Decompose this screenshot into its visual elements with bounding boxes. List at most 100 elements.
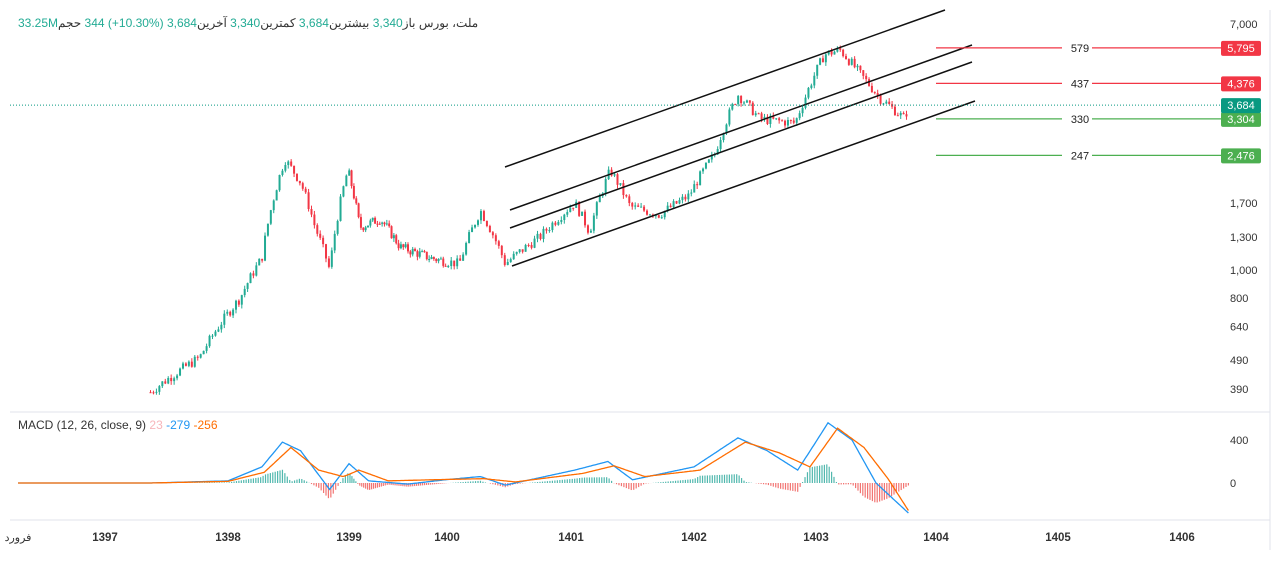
macd-hist-bar	[517, 483, 519, 484]
y-tick-label: 1,300	[1230, 232, 1258, 244]
macd-hist-bar	[689, 479, 691, 483]
channel-line[interactable]	[504, 9, 946, 168]
candle	[428, 255, 431, 263]
candle	[784, 119, 787, 128]
candle	[383, 221, 386, 227]
level-support[interactable]: 247	[936, 148, 1222, 163]
macd-hist-bar	[694, 478, 696, 483]
price-badge	[1221, 40, 1261, 56]
candle	[339, 194, 342, 222]
macd-hist-bar	[421, 483, 424, 486]
candle	[769, 113, 772, 128]
candle	[678, 197, 681, 205]
candle	[704, 162, 707, 170]
candle	[512, 251, 515, 260]
macd-hist-bar	[620, 483, 623, 487]
macd-hist-bar	[554, 480, 556, 483]
candle	[392, 232, 395, 242]
macd-hist-bar	[551, 480, 553, 483]
candle	[381, 221, 384, 227]
candle	[551, 221, 554, 233]
macd-y-tick: 0	[1230, 478, 1236, 490]
candle	[743, 100, 746, 106]
macd-hist-bar	[792, 483, 794, 491]
level-support[interactable]: 330	[936, 111, 1222, 126]
candle	[899, 111, 902, 119]
candle	[610, 167, 613, 177]
macd-hist-bar	[477, 480, 479, 483]
candle	[702, 167, 705, 174]
candle	[628, 194, 631, 207]
candle	[754, 110, 757, 117]
macd-hist-bar	[581, 477, 583, 483]
candle	[648, 213, 651, 216]
candle	[560, 216, 563, 225]
channel-drawing[interactable]	[504, 9, 976, 267]
macd-hist-bar	[293, 480, 296, 483]
macd-hist-bar	[898, 483, 900, 492]
macd-hist-bar	[770, 483, 772, 486]
candle	[675, 200, 678, 204]
candles	[149, 45, 908, 395]
macd-hist-bar	[427, 483, 429, 485]
candle	[217, 326, 220, 333]
macd-hist-bar	[363, 483, 365, 488]
macd-hist-bar	[327, 483, 330, 499]
macd-hist-bar	[775, 483, 777, 488]
candle	[322, 235, 325, 248]
level-resistance[interactable]: 437	[936, 76, 1222, 91]
channel-line[interactable]	[511, 100, 976, 267]
level-label: 247	[1071, 150, 1089, 162]
macd-hist-bar	[252, 478, 255, 483]
candle	[468, 229, 471, 244]
candle	[494, 233, 497, 245]
close-value: 3,684	[166, 16, 197, 30]
candle	[439, 256, 442, 260]
macd-hist-bar	[574, 478, 576, 483]
candle	[873, 91, 876, 95]
macd-hist-bar	[816, 466, 818, 483]
macd-hist-bar	[347, 473, 349, 483]
candle	[208, 334, 211, 348]
candle	[572, 207, 575, 211]
macd-hist-bar	[864, 483, 866, 498]
candle	[430, 254, 433, 260]
candle	[766, 114, 769, 126]
candle	[333, 230, 336, 254]
macd-hist-bar	[677, 480, 679, 483]
macd-hist-bar	[566, 479, 568, 483]
macd-hist-bar	[862, 483, 864, 496]
macd-hist-bar	[484, 482, 487, 483]
level-resistance[interactable]: 579	[936, 40, 1222, 55]
macd-hist-bar	[716, 475, 718, 483]
candle	[477, 219, 479, 227]
candle	[845, 53, 847, 60]
candle	[693, 180, 696, 193]
candle	[447, 264, 450, 269]
y-tick-label: 1,000	[1230, 265, 1258, 277]
macd-hist-bar	[469, 481, 472, 483]
candle	[876, 89, 879, 99]
macd-hist-bar	[417, 483, 420, 486]
macd-hist-bar	[740, 478, 743, 483]
macd-hist-bar	[601, 477, 603, 483]
candle	[421, 249, 424, 253]
last-price-label: 3,684	[1227, 100, 1255, 112]
macd-hist-bar	[598, 477, 600, 483]
ohlc-legend: ملت، بورس باز3,340 بیشترین3,684 کمترین3,…	[18, 16, 479, 30]
candle	[474, 224, 477, 229]
macd-hist-bar	[679, 480, 682, 483]
macd-hist-bar	[416, 483, 418, 486]
candle	[232, 308, 235, 319]
channel-line[interactable]	[509, 44, 973, 211]
candle	[595, 201, 598, 219]
candle	[699, 170, 702, 186]
macd-y-tick: 400	[1230, 435, 1248, 447]
macd-hist-bar	[313, 483, 315, 486]
channel-line[interactable]	[509, 61, 973, 229]
macd-hist-bar	[738, 475, 740, 483]
macd-hist-bar	[396, 483, 398, 486]
candle	[330, 247, 333, 269]
macd-hist-bar	[657, 482, 659, 483]
